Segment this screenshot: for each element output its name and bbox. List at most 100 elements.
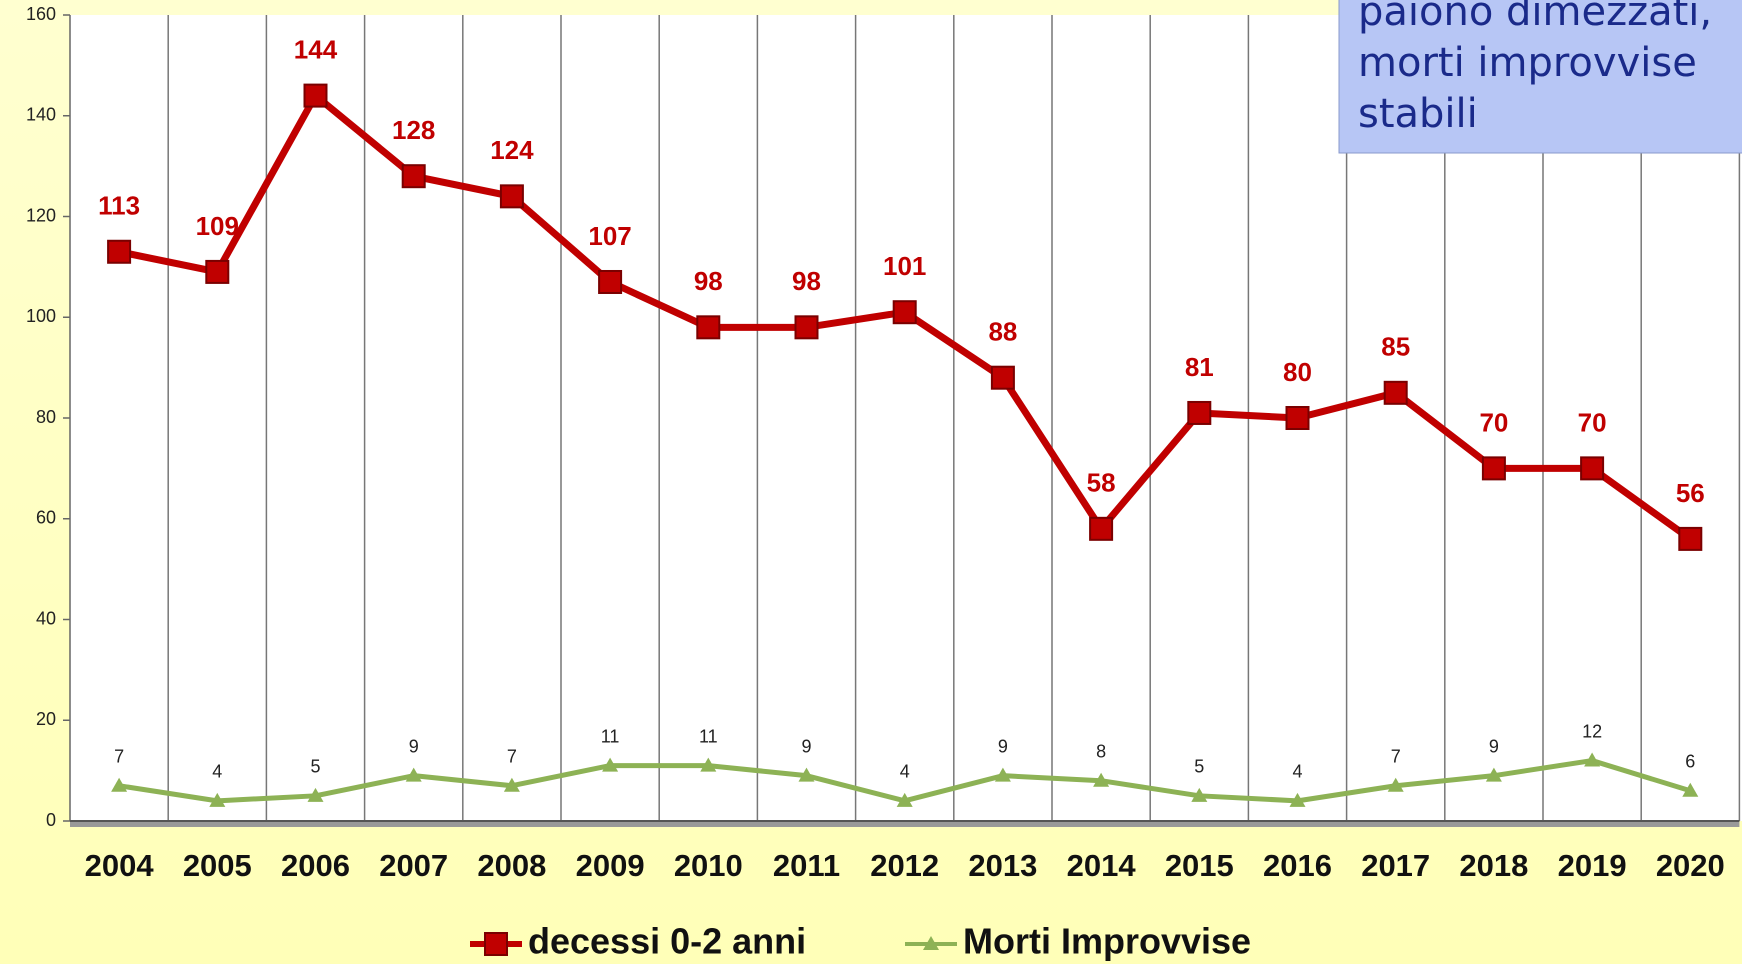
data-label: 70 [1479, 407, 1508, 437]
data-point [1191, 787, 1208, 802]
x-tick-label: 2020 [1656, 848, 1725, 883]
data-point [1678, 526, 1703, 551]
data-label: 11 [601, 726, 620, 746]
x-tick-label: 2019 [1558, 848, 1627, 883]
data-point [794, 315, 819, 340]
data-label: 128 [392, 115, 435, 145]
x-tick-label: 2014 [1067, 848, 1137, 883]
data-point [1285, 406, 1310, 430]
data-label: 58 [1087, 468, 1116, 498]
data-point [307, 787, 324, 802]
x-tick-label: 2008 [477, 848, 546, 883]
data-label: 9 [1489, 736, 1499, 756]
data-label: 11 [699, 726, 718, 746]
data-label: 7 [507, 746, 517, 766]
data-label: 7 [1391, 746, 1401, 766]
data-label: 101 [883, 251, 926, 281]
y-tick-label: 160 [26, 4, 56, 24]
data-point [1387, 777, 1404, 792]
data-label: 6 [1685, 752, 1695, 772]
y-tick-label: 140 [26, 105, 56, 125]
y-tick-label: 120 [26, 205, 56, 225]
data-point [1485, 767, 1502, 782]
x-tick-label: 2007 [379, 848, 448, 883]
annotation-box [1338, 0, 1742, 154]
data-label: 81 [1185, 352, 1214, 382]
data-label: 107 [588, 221, 631, 251]
data-point [990, 365, 1015, 390]
data-label: 109 [196, 211, 239, 241]
data-label: 124 [490, 135, 534, 165]
legend-marker [923, 936, 939, 950]
x-tick-label: 2017 [1361, 848, 1430, 883]
data-point [1383, 380, 1408, 405]
x-tick-label: 2018 [1459, 848, 1528, 883]
y-tick-label: 60 [36, 508, 56, 528]
data-point [503, 777, 520, 792]
data-point [1089, 516, 1114, 541]
x-tick-label: 2013 [968, 848, 1037, 883]
data-point [205, 259, 230, 284]
data-point [107, 239, 132, 264]
x-tick-label: 2012 [870, 848, 939, 883]
x-tick-label: 2010 [674, 848, 743, 883]
data-label: 144 [294, 34, 338, 64]
data-point [1187, 400, 1212, 425]
data-label: 9 [801, 736, 811, 756]
data-point [598, 269, 623, 294]
y-tick-label: 80 [36, 407, 56, 427]
data-point [1093, 772, 1110, 787]
legend-label: Morti Improvvise [963, 921, 1251, 962]
data-label: 85 [1381, 332, 1410, 362]
data-label: 4 [1292, 762, 1302, 782]
annotation-text: stabili [1358, 91, 1478, 137]
data-label: 5 [1194, 757, 1204, 777]
data-point [499, 184, 524, 209]
data-point [602, 757, 619, 772]
data-label: 98 [792, 266, 821, 296]
data-label: 7 [114, 746, 124, 766]
data-label: 9 [409, 736, 419, 756]
data-point [896, 792, 913, 807]
data-point [303, 83, 328, 108]
data-label: 5 [310, 757, 320, 777]
data-point [1584, 752, 1601, 767]
x-tick-label: 2015 [1165, 848, 1234, 883]
data-point [1682, 782, 1699, 797]
data-point [696, 315, 721, 340]
data-point [1289, 792, 1306, 807]
x-tick-label: 2016 [1263, 848, 1332, 883]
x-tick-label: 2006 [281, 848, 350, 883]
legend-label: decessi 0-2 anni [528, 921, 806, 962]
annotation-text: morti improvvise [1358, 40, 1697, 86]
data-label: 70 [1578, 407, 1607, 437]
x-tick-label: 2011 [773, 848, 840, 883]
data-point [405, 767, 422, 782]
data-point [111, 777, 128, 792]
data-point [700, 757, 717, 772]
data-point [798, 767, 815, 782]
data-label: 4 [212, 762, 222, 782]
data-label: 4 [900, 762, 910, 782]
x-tick-label: 2004 [85, 848, 155, 883]
y-tick-label: 100 [26, 306, 56, 326]
data-label: 56 [1676, 478, 1705, 508]
data-label: 88 [988, 317, 1017, 347]
data-point [994, 767, 1011, 782]
legend-marker [484, 932, 508, 956]
data-point [892, 300, 917, 325]
data-point [1481, 456, 1506, 481]
y-tick-label: 20 [36, 709, 56, 729]
data-point [209, 792, 226, 807]
data-point [401, 164, 426, 189]
data-label: 98 [694, 266, 723, 296]
data-point [1580, 456, 1605, 481]
x-axis-shadow [70, 821, 1740, 827]
y-tick-label: 40 [36, 608, 56, 628]
data-label: 12 [1582, 721, 1602, 741]
data-label: 113 [98, 191, 140, 221]
data-label: 9 [998, 736, 1008, 756]
data-label: 8 [1096, 741, 1106, 761]
